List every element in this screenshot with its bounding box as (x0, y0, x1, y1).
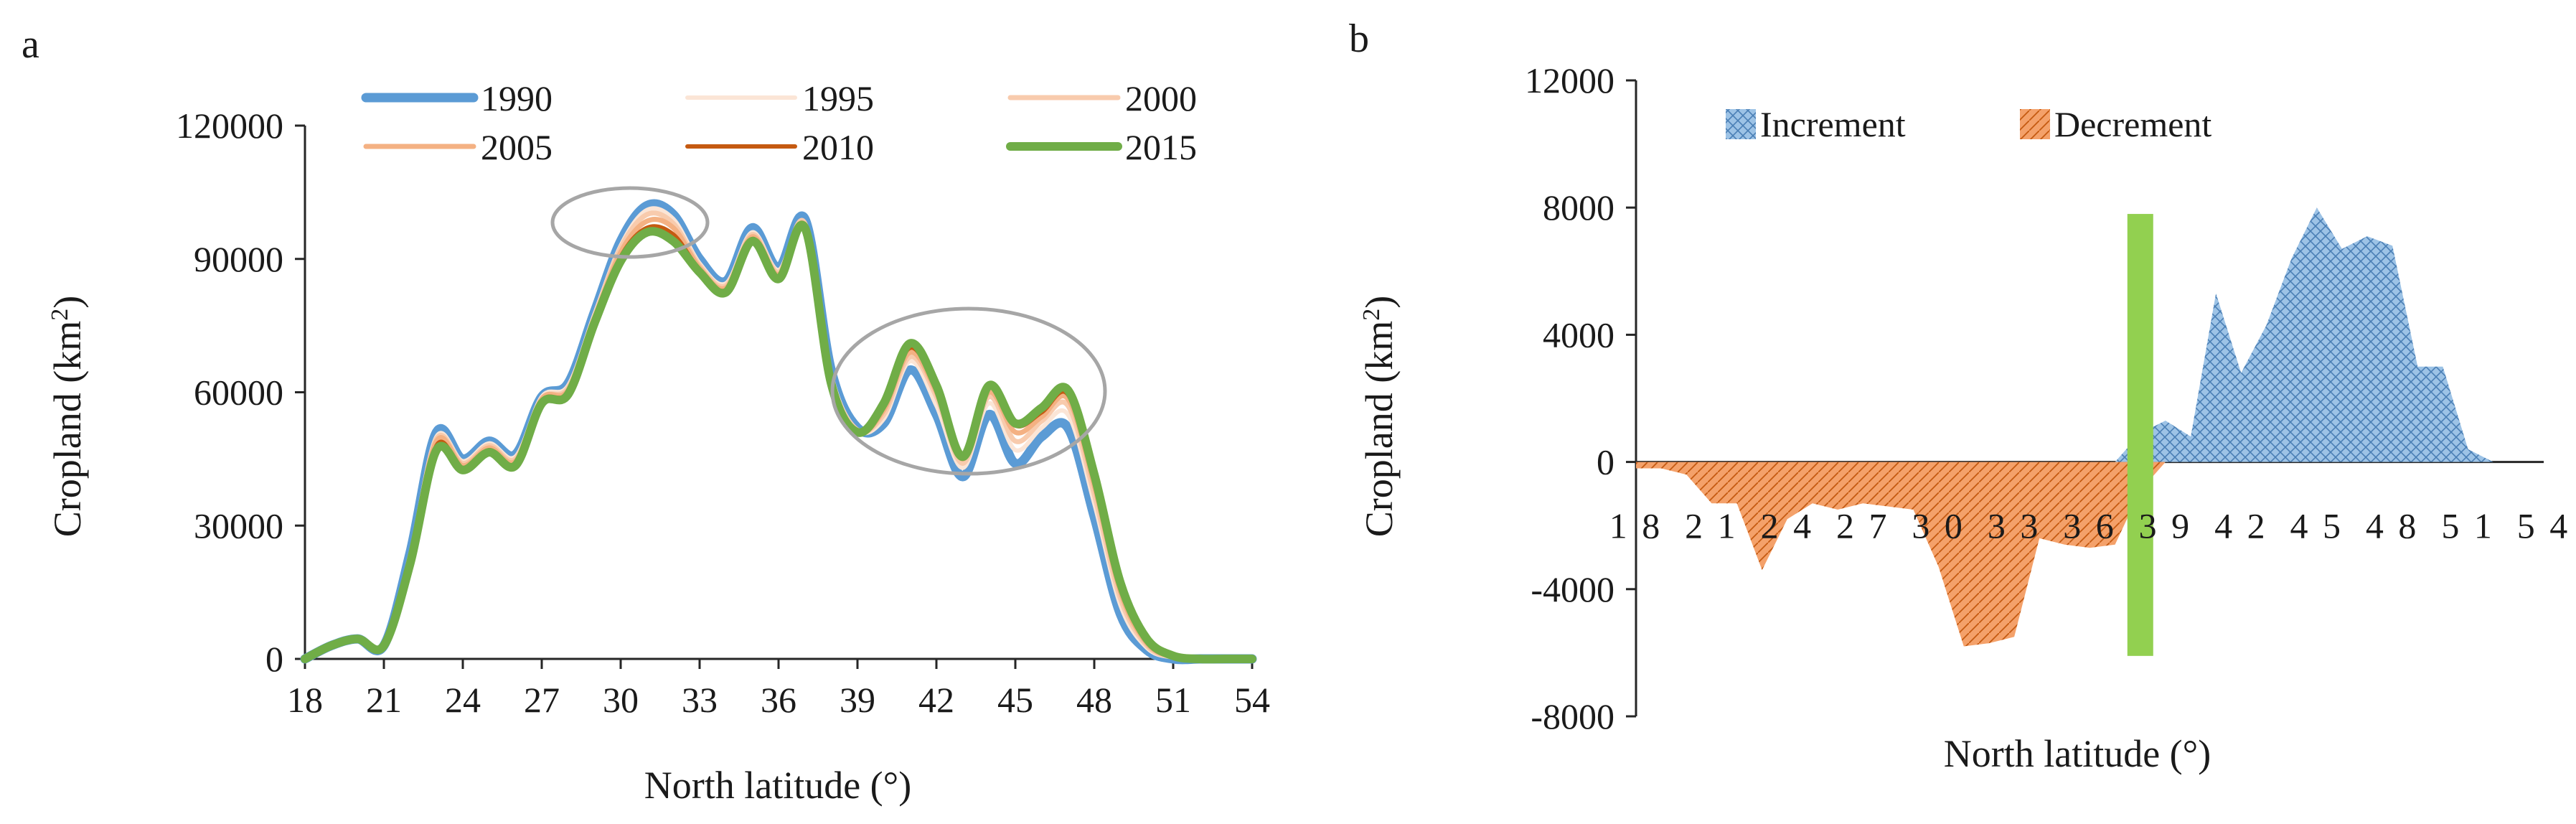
panel-b-y-tick-label: 8000 (1543, 187, 1614, 228)
panel-a-x-tick-label: 33 (682, 680, 718, 720)
panel-a-chart: a 0 30000 60000 90000 120000 18 21 24 27 30 33 36 3… (22, 22, 1270, 807)
panel-b-x-ticks: 1 8 2 1 2 4 2 7 3 0 3 3 3 6 3 9 4 2 4 5 4 8 5 1 5 4 (1609, 506, 2571, 546)
panel-b-x-tick-label: 5 1 (2441, 506, 2495, 546)
panel-b-legend: Increment Decrement (1726, 104, 2211, 144)
legend-label-2015: 2015 (1125, 127, 1197, 167)
panel-a-x-tick-label: 45 (997, 680, 1033, 720)
panel-a-x-tick-label: 27 (524, 680, 560, 720)
panel-b-y-tick-label: -4000 (1531, 569, 1614, 609)
panel-a-x-tick-label: 18 (287, 680, 323, 720)
panel-a-x-tick-label: 42 (918, 680, 954, 720)
panel-b-y-tick-label: 0 (1597, 442, 1614, 482)
legend-swatch-decrement (2020, 109, 2050, 139)
panel-b-x-tick-label: 4 8 (2366, 506, 2420, 546)
panel-b-x-tick-label: 1 8 (1609, 506, 1663, 546)
series-line-2015 (301, 220, 1256, 664)
panel-b-x-tick-label: 3 0 (1912, 506, 1965, 546)
panel-a-x-tick-label: 54 (1234, 680, 1270, 720)
panel-a-letter: a (22, 22, 39, 67)
panel-b-x-tick-label: 2 1 (1685, 506, 1739, 546)
panel-a-y-tick-label: 0 (265, 639, 283, 679)
panel-a-x-tick-label: 36 (761, 680, 796, 720)
panel-b-chart: b -8000 -4000 0 4000 8000 12000 1 8 2 1 2 4 2 7 3… (1349, 17, 2571, 775)
panel-a-x-tick-label: 21 (366, 680, 402, 720)
panel-b-x-axis-title: North latitude (°) (1944, 732, 2211, 775)
panel-a-x-tick-label: 39 (840, 680, 875, 720)
panel-a-series (300, 199, 1257, 665)
legend-label-1990: 1990 (481, 78, 553, 118)
legend-label-2005: 2005 (481, 127, 553, 167)
panel-a-ellipse-peak (550, 186, 710, 259)
legend-label-decrement: Decrement (2054, 104, 2211, 144)
panel-a-ellipse-north (830, 306, 1107, 476)
panel-b-x-tick-label: 3 6 (2063, 506, 2117, 546)
legend-label-increment: Increment (1760, 104, 1906, 144)
panel-b-x-tick-label: 5 4 (2517, 506, 2571, 546)
panel-b-y-tick-label: 4000 (1543, 314, 1614, 355)
panel-b-x-tick-label: 4 2 (2214, 506, 2268, 546)
panel-a-x-tick-label: 30 (603, 680, 639, 720)
area-increment (1636, 207, 2544, 462)
panel-b-x-tick-label: 4 5 (2290, 506, 2344, 546)
panel-a-legend: 1990 1995 2000 2005 2010 2015 (361, 78, 1197, 167)
panel-b-y-tick-label: -8000 (1531, 696, 1614, 736)
panel-b-areas (1636, 207, 2544, 656)
panel-b-x-tick-label: 2 7 (1836, 506, 1890, 546)
panel-a-y-tick-label: 30000 (194, 505, 283, 546)
panel-b-letter: b (1349, 17, 1369, 61)
panel-b-x-tick-label: 3 3 (1988, 506, 2041, 546)
panel-a-x-ticks: 18 21 24 27 30 33 36 39 42 45 48 51 54 (287, 659, 1270, 720)
panel-b-y-axis-title: Cropland (km2) (1358, 296, 1401, 537)
panel-a-y-axis-title: Cropland (km2) (46, 296, 89, 537)
panel-a-x-tick-label: 24 (445, 680, 481, 720)
panel-a-y-tick-label: 120000 (176, 106, 283, 146)
panel-a-y-ticks: 0 30000 60000 90000 120000 (176, 106, 305, 679)
panel-b-y-ticks: -8000 -4000 0 4000 8000 12000 (1525, 60, 1636, 736)
legend-swatch-increment (1726, 109, 1756, 139)
panel-b-y-tick-label: 12000 (1525, 60, 1614, 100)
legend-label-2010: 2010 (802, 127, 874, 167)
panel-a-x-tick-label: 51 (1155, 680, 1191, 720)
panel-b-x-tick-label: 3 9 (2139, 506, 2193, 546)
panel-a-y-tick-label: 90000 (194, 239, 283, 279)
panel-a-y-tick-label: 60000 (194, 373, 283, 413)
area-decrement (1636, 462, 2544, 647)
legend-label-2000: 2000 (1125, 78, 1197, 118)
panel-b-x-tick-label: 2 4 (1761, 506, 1815, 546)
panel-a-x-axis-title: North latitude (°) (644, 764, 912, 807)
panel-a-x-tick-label: 48 (1076, 680, 1112, 720)
legend-label-1995: 1995 (802, 78, 874, 118)
latitude-marker-bar (2127, 214, 2153, 656)
